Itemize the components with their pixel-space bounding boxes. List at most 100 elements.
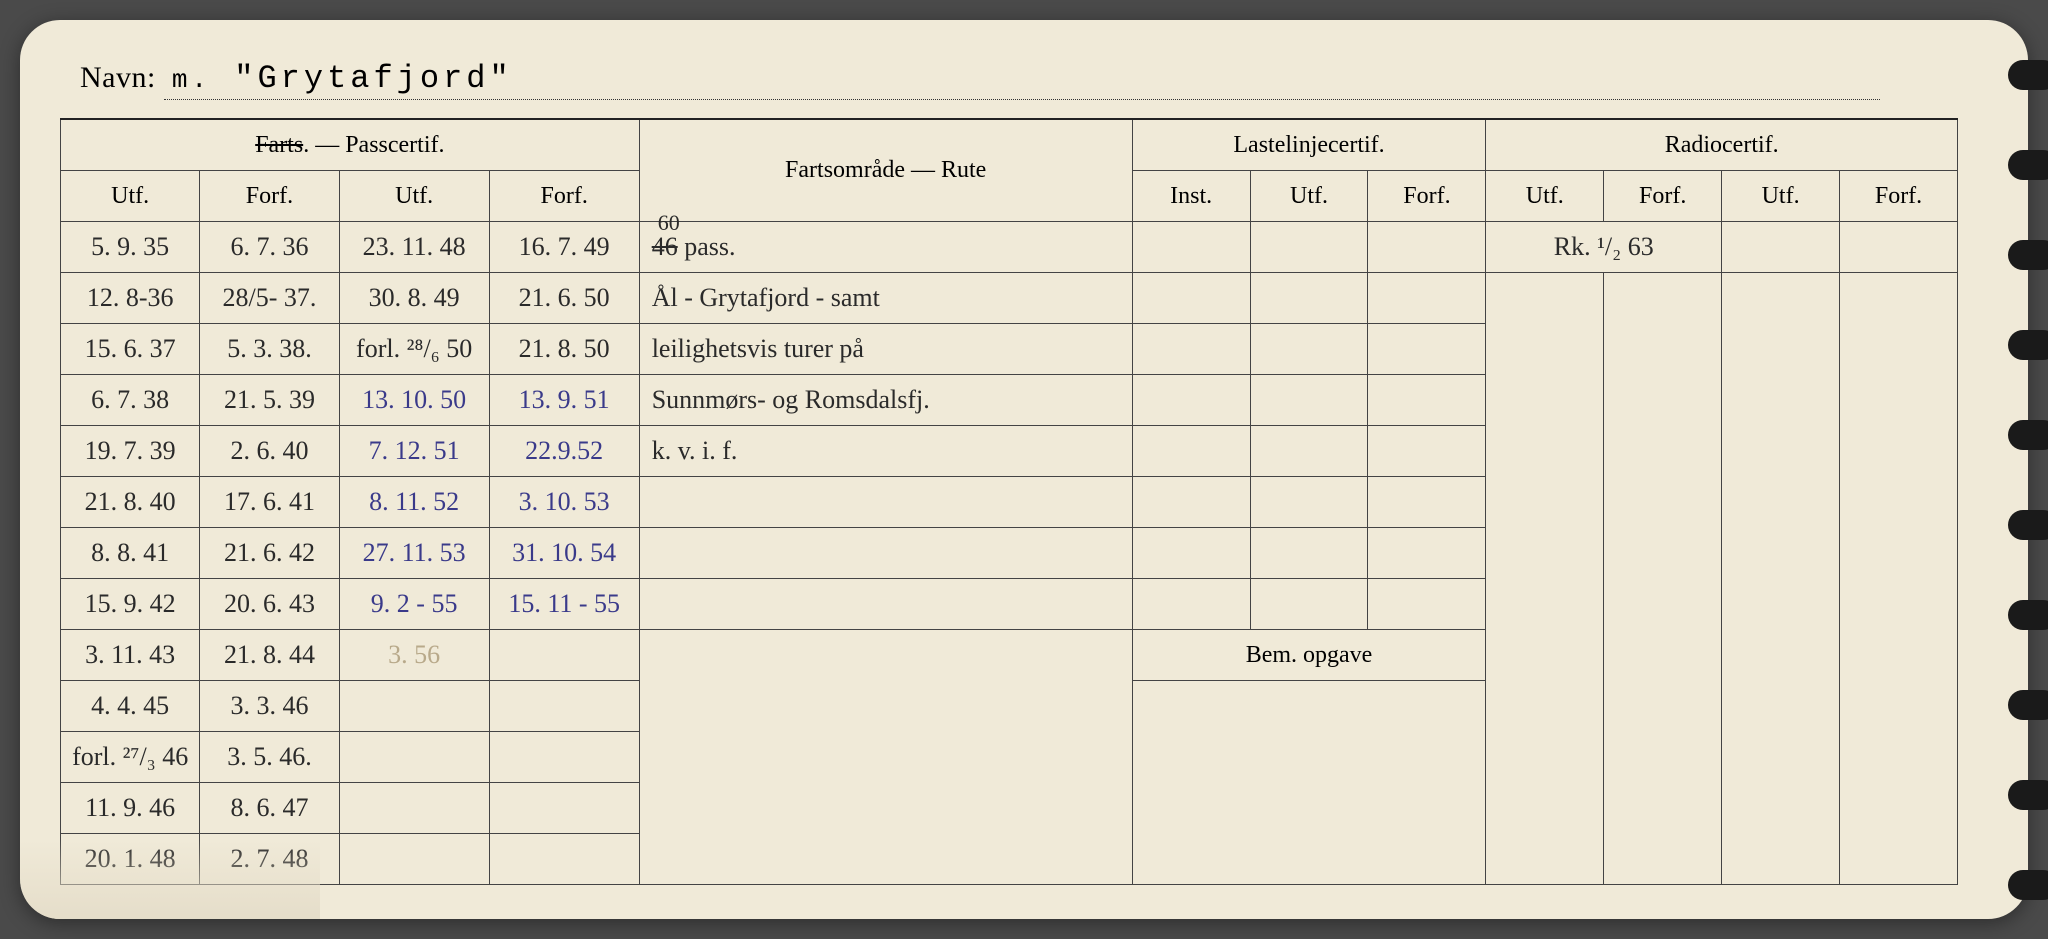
passcertif-cell: 28/5- 37. <box>200 273 339 324</box>
header-utf: Utf. <box>1250 171 1368 222</box>
header-utf: Utf. <box>61 171 200 222</box>
punch-holes <box>1998 20 2048 919</box>
rute-cell: k. v. i. f. <box>639 426 1132 477</box>
navn-prefix: m. <box>172 65 211 95</box>
radio-cell <box>1840 222 1958 273</box>
passcertif-cell: 30. 8. 49 <box>339 273 489 324</box>
lastelinje-cell <box>1132 222 1250 273</box>
radio-cell <box>1722 222 1840 273</box>
punch-hole <box>2008 150 2048 180</box>
passcertif-cell: 13. 9. 51 <box>489 375 639 426</box>
punch-hole <box>2008 240 2048 270</box>
lastelinje-cell <box>1132 375 1250 426</box>
radio-cell-blank <box>1722 273 1840 885</box>
passcertif-cell: 9. 2 - 55 <box>339 579 489 630</box>
punch-hole <box>2008 420 2048 450</box>
passcertif-cell <box>489 732 639 783</box>
radio-cell-blank <box>1840 273 1958 885</box>
record-table: Farts. — Passcertif. Fartsområde — Rute … <box>60 118 1958 885</box>
lastelinje-cell <box>1250 324 1368 375</box>
lastelinje-cell <box>1368 375 1486 426</box>
header-inst: Inst. <box>1132 171 1250 222</box>
passcertif-cell: 13. 10. 50 <box>339 375 489 426</box>
lastelinje-cell <box>1132 477 1250 528</box>
passcertif-cell <box>489 681 639 732</box>
rute-cell: leilighetsvis turer på <box>639 324 1132 375</box>
passcertif-cell <box>489 783 639 834</box>
struck-farts: Farts <box>255 132 303 158</box>
rute-cell <box>639 528 1132 579</box>
radio-cell-blank <box>1486 273 1604 885</box>
passcertif-cell: 3. 11. 43 <box>61 630 200 681</box>
header-forf: Forf. <box>1604 171 1722 222</box>
punch-hole <box>2008 780 2048 810</box>
passcertif-cell: 21. 5. 39 <box>200 375 339 426</box>
lastelinje-cell <box>1368 273 1486 324</box>
passcertif-cell: 21. 6. 50 <box>489 273 639 324</box>
passcertif-cell: 21. 8. 44 <box>200 630 339 681</box>
rute-cell <box>639 579 1132 630</box>
passcertif-cell: 11. 9. 46 <box>61 783 200 834</box>
passcertif-cell <box>339 834 489 885</box>
navn-label: Navn: <box>80 61 156 94</box>
header-passcertif: Farts. — Passcertif. <box>61 119 640 171</box>
passcertif-cell: 17. 6. 41 <box>200 477 339 528</box>
passcertif-cell: forl. ²⁸/₆ 50 <box>339 324 489 375</box>
navn-row: Navn: m. "Grytafjord" <box>80 60 1958 100</box>
rute-cell-blank <box>639 630 1132 885</box>
passcertif-cell: 15. 11 - 55 <box>489 579 639 630</box>
passcertif-cell: 19. 7. 39 <box>61 426 200 477</box>
header-lastelinje: Lastelinjecertif. <box>1132 119 1486 171</box>
passcertif-cell: 20. 6. 43 <box>200 579 339 630</box>
passcertif-cell: 8. 11. 52 <box>339 477 489 528</box>
passcertif-cell <box>489 834 639 885</box>
header-forf: Forf. <box>1368 171 1486 222</box>
passcertif-cell: 12. 8-36 <box>61 273 200 324</box>
passcertif-cell: forl. ²⁷/₃ 46 <box>61 732 200 783</box>
header-utf: Utf. <box>1486 171 1604 222</box>
punch-hole <box>2008 510 2048 540</box>
passcertif-cell: 16. 7. 49 <box>489 222 639 273</box>
rute-cell: Ål - Grytafjord - samt <box>639 273 1132 324</box>
punch-hole <box>2008 600 2048 630</box>
passcertif-cell: 5. 3. 38. <box>200 324 339 375</box>
passcertif-cell: 21. 8. 50 <box>489 324 639 375</box>
bem-opgave-body <box>1132 681 1486 885</box>
header-fartsomrade: Fartsområde — Rute <box>639 119 1132 222</box>
lastelinje-cell <box>1368 579 1486 630</box>
table-row: 5. 9. 356. 7. 3623. 11. 4816. 7. 496046 … <box>61 222 1958 273</box>
lastelinje-cell <box>1368 528 1486 579</box>
passcertif-cell: 5. 9. 35 <box>61 222 200 273</box>
passcertif-cell: 4. 4. 45 <box>61 681 200 732</box>
passcertif-cell: 21. 8. 40 <box>61 477 200 528</box>
passcertif-cell: 6. 7. 38 <box>61 375 200 426</box>
passcertif-cell <box>489 630 639 681</box>
radio-cell-blank <box>1604 273 1722 885</box>
passcertif-cell: 3. 5. 46. <box>200 732 339 783</box>
passcertif-cell <box>339 681 489 732</box>
passcertif-cell: 2. 6. 40 <box>200 426 339 477</box>
passcertif-cell: 8. 8. 41 <box>61 528 200 579</box>
punch-hole <box>2008 870 2048 900</box>
navn-value: m. "Grytafjord" <box>164 60 1880 100</box>
lastelinje-cell <box>1250 528 1368 579</box>
wear-mark <box>20 839 320 919</box>
navn-name: "Grytafjord" <box>234 60 512 97</box>
lastelinje-cell <box>1250 426 1368 477</box>
index-card: Navn: m. "Grytafjord" Farts. — Passcerti… <box>20 20 2028 919</box>
header-forf: Forf. <box>200 171 339 222</box>
passcertif-cell: 23. 11. 48 <box>339 222 489 273</box>
passcertif-cell: 6. 7. 36 <box>200 222 339 273</box>
passcertif-cell: 7. 12. 51 <box>339 426 489 477</box>
passcertif-cell: 8. 6. 47 <box>200 783 339 834</box>
header-utf: Utf. <box>339 171 489 222</box>
bem-opgave-header: Bem. opgave <box>1132 630 1486 681</box>
lastelinje-cell <box>1250 273 1368 324</box>
lastelinje-cell <box>1250 477 1368 528</box>
passcertif-cell: 3. 10. 53 <box>489 477 639 528</box>
rute-cell: Sunnmørs- og Romsdalsfj. <box>639 375 1132 426</box>
lastelinje-cell <box>1132 273 1250 324</box>
passcertif-cell: 21. 6. 42 <box>200 528 339 579</box>
passcertif-cell: 27. 11. 53 <box>339 528 489 579</box>
lastelinje-cell <box>1368 477 1486 528</box>
